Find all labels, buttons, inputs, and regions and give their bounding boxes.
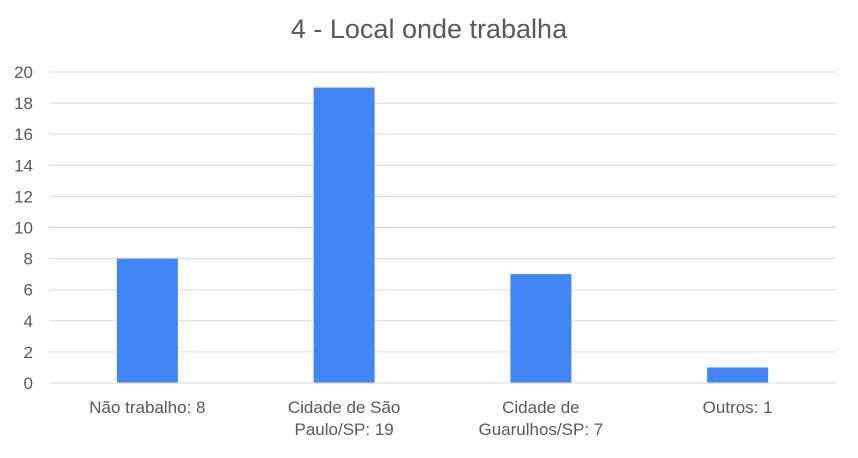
x-axis-tick-labels: Não trabalho: 8 Cidade de São Paulo/SP: 19… xyxy=(89,398,772,439)
x-tick-label-line: Cidade de xyxy=(502,398,580,417)
x-tick-label-line: Cidade de São xyxy=(288,398,400,417)
bar xyxy=(510,274,572,383)
x-tick-label: Cidade de São Paulo/SP: 19 xyxy=(288,398,400,439)
bar xyxy=(707,367,769,383)
y-tick-label: 0 xyxy=(24,374,33,393)
y-axis-tick-labels: 0 2 4 6 8 10 12 14 16 18 20 xyxy=(14,63,33,393)
y-tick-label: 14 xyxy=(14,156,33,175)
bar xyxy=(313,87,375,384)
y-tick-label: 12 xyxy=(14,187,33,206)
bar-layer xyxy=(116,87,769,384)
y-tick-label: 2 xyxy=(24,343,33,362)
y-tick-label: 18 xyxy=(14,94,33,113)
x-tick-label-line: Guarulhos/SP: 7 xyxy=(479,420,604,439)
x-tick-label: Não trabalho: 8 xyxy=(89,398,205,417)
chart-title: 4 - Local onde trabalha xyxy=(291,14,568,44)
grid-layer xyxy=(49,71,836,353)
y-tick-label: 10 xyxy=(14,219,33,238)
y-tick-label: 4 xyxy=(24,312,33,331)
y-tick-label: 20 xyxy=(14,63,33,82)
x-tick-label: Cidade de Guarulhos/SP: 7 xyxy=(479,398,604,439)
y-tick-label: 6 xyxy=(24,281,33,300)
x-tick-label-line: Outros: 1 xyxy=(703,398,773,417)
x-tick-label: Outros: 1 xyxy=(703,398,773,417)
y-tick-label: 8 xyxy=(24,250,33,269)
x-tick-label-line: Não trabalho: 8 xyxy=(89,398,205,417)
x-tick-label-line: Paulo/SP: 19 xyxy=(295,420,394,439)
bar xyxy=(116,258,178,383)
y-tick-label: 16 xyxy=(14,125,33,144)
